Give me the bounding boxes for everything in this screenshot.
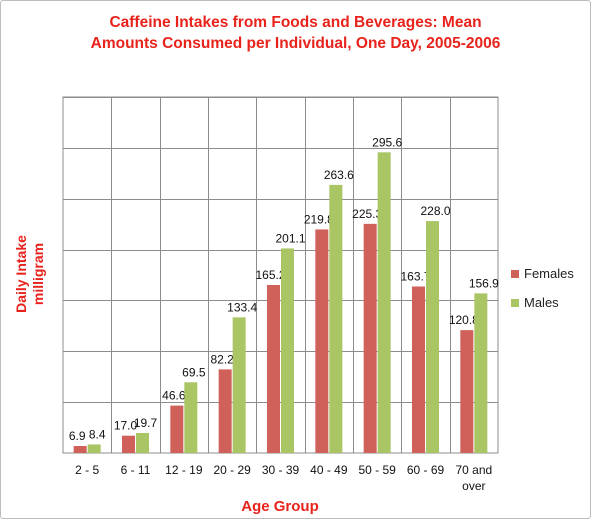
data-label-females: 120.8 <box>449 313 479 327</box>
data-label-males: 295.6 <box>372 135 402 149</box>
bar-females <box>122 435 135 453</box>
bar-males <box>232 317 246 453</box>
bar-males <box>281 248 294 453</box>
x-tick-label: 12 - 19 <box>165 463 203 477</box>
data-label-females: 219.8 <box>304 212 334 226</box>
y-axis-label-line-2: milligram <box>30 242 46 306</box>
data-label-males: 228.0 <box>420 204 450 218</box>
data-label-males: 156.9 <box>469 276 499 290</box>
chart-title-line-1: Caffeine Intakes from Foods and Beverage… <box>109 14 482 31</box>
data-label-females: 17.0 <box>114 419 138 433</box>
legend: Females Males <box>511 265 574 323</box>
bar-males <box>329 184 343 453</box>
bar-males <box>184 382 198 453</box>
bar-males <box>377 152 391 453</box>
data-label-females: 225.3 <box>352 207 382 221</box>
data-label-males: 263.6 <box>324 168 354 182</box>
bar-females <box>218 369 232 453</box>
x-axis-label: Age Group <box>241 498 319 515</box>
data-label-females: 46.6 <box>162 389 186 403</box>
data-label-males: 69.5 <box>182 365 206 379</box>
x-tick-label: 40 - 49 <box>310 463 348 477</box>
legend-label-females: Females <box>524 266 574 281</box>
chart-title-line-2: Amounts Consumed per Individual, One Day… <box>90 35 501 52</box>
data-label-females: 82.2 <box>210 352 234 366</box>
x-tick-label: 30 - 39 <box>262 463 300 477</box>
legend-swatch-males <box>511 298 519 307</box>
bar-females <box>267 284 280 453</box>
legend-label-males: Males <box>524 295 559 310</box>
x-tick-label: 60 - 69 <box>407 463 445 477</box>
data-label-males: 201.1 <box>275 231 305 245</box>
x-tick-label: 50 - 59 <box>358 463 396 477</box>
bar-females <box>363 223 377 453</box>
bar-males <box>426 221 439 453</box>
x-tick-label: 2 - 5 <box>75 463 99 477</box>
chart-title: Caffeine Intakes from Foods and Beverage… <box>0 12 591 54</box>
data-label-males: 133.4 <box>227 300 257 314</box>
bar-females <box>412 286 425 453</box>
bar-males <box>136 432 149 453</box>
y-axis-label: Daily Intake milligram <box>13 235 47 313</box>
x-tick-label: 70 and <box>455 463 492 477</box>
bar-females <box>315 229 329 453</box>
bar-males <box>474 293 488 453</box>
legend-item-males: Males <box>511 294 574 311</box>
bar-females <box>170 405 184 453</box>
bar-females <box>460 330 474 453</box>
x-tick-label: 20 - 29 <box>213 463 251 477</box>
x-tick-label: 6 - 11 <box>121 463 151 477</box>
data-label-females: 6.9 <box>69 429 86 443</box>
legend-swatch-females <box>511 269 519 278</box>
y-axis-label-line-1: Daily Intake <box>13 235 29 313</box>
data-label-females: 163.7 <box>400 269 430 283</box>
x-tick-label: over <box>462 479 485 493</box>
bar-females <box>73 445 87 453</box>
data-label-males: 8.4 <box>89 427 106 441</box>
data-label-females: 165.2 <box>255 268 285 282</box>
legend-item-females: Females <box>511 265 574 282</box>
data-label-males: 19.7 <box>134 416 158 430</box>
bar-males <box>87 444 101 453</box>
